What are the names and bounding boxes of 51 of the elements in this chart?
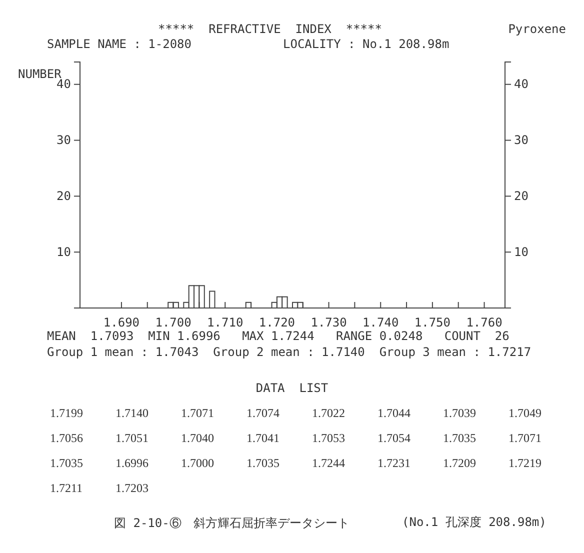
x-tick-label: 1.730 bbox=[310, 316, 347, 330]
text: DATA LIST bbox=[256, 381, 328, 395]
y-tick-label: 40 bbox=[56, 77, 71, 92]
text: Pyroxene bbox=[508, 22, 566, 36]
text: 1.7035 bbox=[443, 431, 476, 445]
caption: 図 2-10-⑥ 斜方輝石屈折率データシート bbox=[114, 516, 350, 530]
text: 1.7044 bbox=[378, 406, 410, 420]
text: 1.7039 bbox=[443, 406, 476, 420]
text: 1.7203 bbox=[116, 481, 148, 495]
text: 1.7049 bbox=[508, 406, 542, 420]
text: MEAN 1.7093 MIN 1.6996 MAX 1.7244 RANGE 0.0248 COUNT 26 bbox=[47, 329, 510, 343]
text: 1.7054 bbox=[378, 431, 410, 445]
text: (No.1 孔深度 208.98m) bbox=[402, 515, 546, 529]
text: 1.7040 bbox=[181, 431, 214, 445]
text: 1.7219 bbox=[508, 456, 542, 470]
y2-tick-label: 10 bbox=[514, 244, 528, 259]
text: LOCALITY : No.1 208.98m bbox=[283, 37, 450, 51]
x-tick-label: 1.720 bbox=[258, 316, 296, 330]
y-tick-label: 10 bbox=[56, 244, 71, 259]
text: 1.7035 bbox=[50, 456, 83, 470]
x-tick-label: 1.760 bbox=[466, 316, 502, 330]
text: 1.7140 bbox=[116, 406, 148, 420]
text: 1.7041 bbox=[246, 431, 280, 445]
text: 1.7209 bbox=[443, 456, 476, 470]
text: 1.7071 bbox=[508, 431, 542, 445]
x-tick-label: 1.750 bbox=[414, 316, 450, 330]
text: 1.7000 bbox=[181, 456, 214, 470]
y2-tick-label: 30 bbox=[514, 133, 528, 148]
x-tick-label: 1.690 bbox=[103, 316, 140, 330]
text: 1.7211 bbox=[50, 481, 83, 495]
text: 1.7231 bbox=[378, 456, 410, 470]
text: 1.7053 bbox=[312, 431, 345, 445]
x-tick-label: 1.700 bbox=[155, 316, 192, 330]
y-tick-label: 30 bbox=[56, 133, 71, 148]
text: 1.6996 bbox=[116, 456, 148, 470]
x-tick-label: 1.710 bbox=[207, 316, 244, 330]
text: SAMPLE NAME : 1-2080 bbox=[47, 37, 192, 51]
y2-tick-label: 40 bbox=[514, 77, 528, 92]
text: Group 1 mean : 1.7043 Group 2 mean : 1.7140 Group 3 mean : 1.7217 bbox=[47, 345, 532, 359]
text: 1.7056 bbox=[50, 431, 83, 445]
y2-tick-label: 20 bbox=[514, 189, 528, 204]
text: 1.7244 bbox=[312, 456, 345, 470]
text: 1.7071 bbox=[181, 406, 214, 420]
y-tick-label: 20 bbox=[56, 189, 71, 204]
text: 1.7035 bbox=[246, 456, 280, 470]
x-tick-label: 1.740 bbox=[362, 316, 399, 330]
text: 1.7051 bbox=[116, 431, 148, 445]
text: 1.7022 bbox=[312, 406, 345, 420]
chart-title: ***** REFRACTIVE INDEX ***** bbox=[158, 22, 382, 36]
text: 1.7199 bbox=[50, 406, 83, 420]
text: 1.7074 bbox=[246, 406, 280, 420]
